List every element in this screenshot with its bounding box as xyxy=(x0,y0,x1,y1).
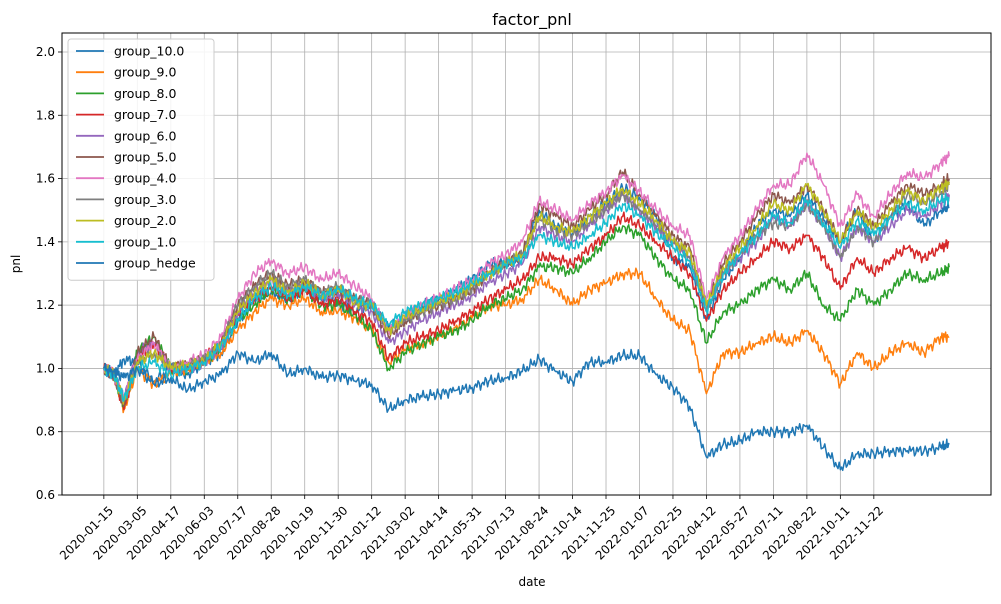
legend-label: group_9.0 xyxy=(114,65,176,80)
series-line-group-1-0 xyxy=(103,193,950,402)
legend-label: group_1.0 xyxy=(114,234,176,249)
y-tick-label: 1.0 xyxy=(36,361,55,375)
y-tick-label: 1.2 xyxy=(36,298,55,312)
legend-label: group_5.0 xyxy=(114,150,176,165)
y-tick-label: 1.4 xyxy=(36,235,55,249)
y-axis: 0.6 0.8 1.0 1.2 1.4 1.6 1.8 2.0 xyxy=(36,45,62,502)
legend-box xyxy=(67,38,215,281)
legend-label: group_8.0 xyxy=(114,86,176,101)
series-layer xyxy=(103,151,950,472)
legend-label: group_2.0 xyxy=(114,213,176,228)
y-tick-label: 2.0 xyxy=(36,45,55,59)
y-tick-label: 1.6 xyxy=(36,172,55,186)
legend-label: group_hedge xyxy=(114,256,196,271)
series-line-group-4-0 xyxy=(103,151,950,402)
legend: group_10.0 group_9.0 group_8.0 group_7.0gro… xyxy=(67,38,215,281)
y-tick-label: 1.8 xyxy=(36,108,55,122)
legend-label: group_7.0 xyxy=(114,107,176,122)
legend-label: group_6.0 xyxy=(114,128,176,143)
series-line-group-9-0 xyxy=(103,267,950,414)
plot-frame xyxy=(61,32,992,496)
y-tick-label: 0.8 xyxy=(36,425,55,439)
x-axis-label: date xyxy=(518,575,545,589)
legend-label: group_10.0 xyxy=(114,44,184,59)
chart-title: factor_pnl xyxy=(492,10,572,30)
y-axis-label: pnl xyxy=(9,255,23,274)
series-line-group-hedge xyxy=(103,348,950,472)
y-tick-label: 0.6 xyxy=(36,488,55,502)
legend-label: group_4.0 xyxy=(114,171,176,186)
legend-label: group_3.0 xyxy=(114,192,176,207)
x-axis: 2020-01-152020-03-052020-04-172020-06-03… xyxy=(57,495,886,563)
series-line-group-2-0 xyxy=(103,179,950,405)
